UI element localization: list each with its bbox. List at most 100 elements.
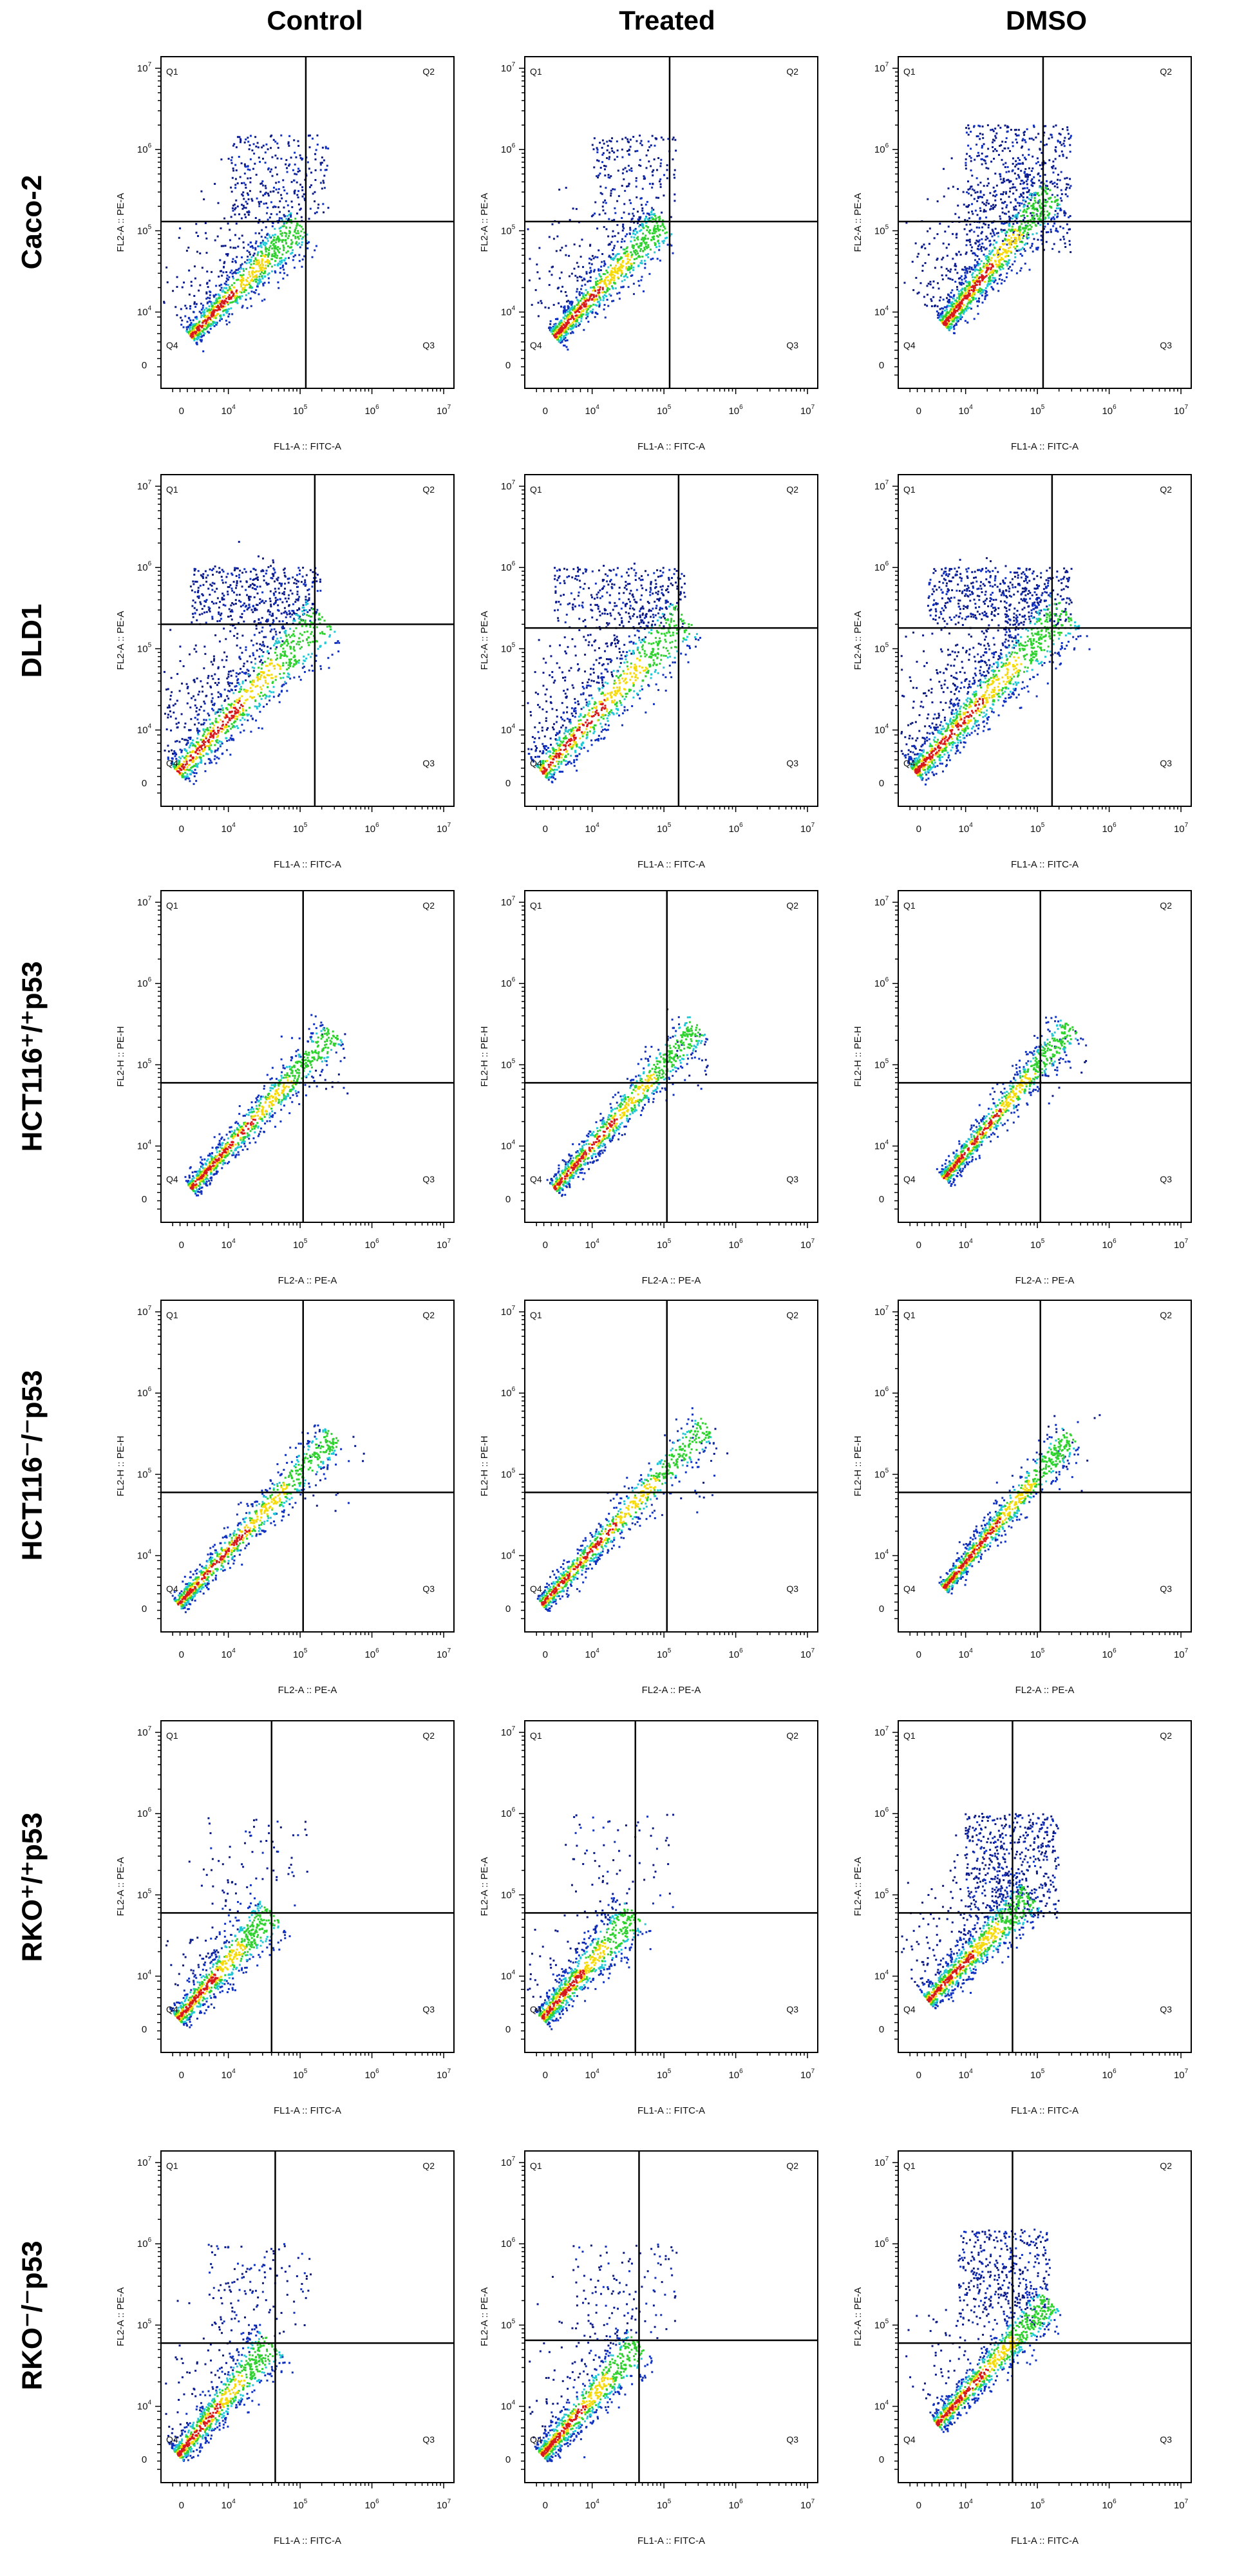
event-point — [570, 312, 572, 314]
event-point — [529, 258, 531, 260]
event-point — [297, 236, 299, 238]
event-point — [630, 274, 632, 277]
event-point — [588, 298, 590, 301]
event-point — [291, 241, 294, 243]
event-point — [217, 710, 220, 713]
quadrant-label-q1: Q1 — [903, 66, 916, 77]
event-point — [656, 226, 659, 229]
event-point — [989, 272, 992, 274]
event-point — [292, 169, 294, 171]
event-point — [633, 222, 636, 224]
event-point — [254, 242, 257, 245]
event-point — [657, 228, 659, 231]
event-point — [585, 294, 587, 297]
event-point — [263, 267, 266, 270]
event-point — [976, 200, 979, 202]
event-point — [1032, 138, 1035, 141]
event-point — [273, 205, 276, 208]
event-point — [596, 280, 599, 283]
event-point — [985, 247, 988, 250]
event-point — [1001, 140, 1004, 143]
event-point — [306, 247, 309, 250]
event-point — [191, 331, 194, 334]
event-point — [611, 300, 614, 303]
event-point — [265, 226, 267, 229]
event-point — [979, 218, 981, 220]
event-point — [196, 329, 199, 332]
event-point — [603, 226, 605, 229]
event-point — [628, 232, 631, 235]
event-point — [270, 255, 273, 258]
event-point — [220, 305, 222, 307]
event-point — [590, 294, 592, 297]
event-point — [240, 291, 243, 294]
event-point — [651, 207, 654, 209]
event-point — [560, 271, 563, 274]
event-point — [301, 228, 304, 231]
event-point — [184, 305, 187, 307]
event-point — [251, 149, 254, 152]
event-point — [945, 274, 948, 277]
event-point — [234, 260, 237, 262]
event-point — [612, 230, 614, 232]
event-point — [599, 142, 601, 144]
event-point — [974, 264, 976, 267]
event-point — [1056, 204, 1059, 206]
event-point — [605, 295, 608, 298]
event-point — [640, 140, 643, 142]
event-point — [257, 251, 259, 254]
event-point — [1050, 196, 1052, 199]
event-point — [1013, 172, 1016, 175]
event-point — [1024, 221, 1026, 223]
event-point — [981, 226, 984, 229]
event-point — [579, 308, 581, 310]
event-point — [179, 227, 182, 230]
event-point — [558, 340, 560, 343]
event-point — [252, 254, 255, 257]
event-point — [971, 210, 974, 213]
event-point — [1001, 149, 1004, 152]
event-point — [980, 247, 983, 250]
event-point — [205, 316, 207, 318]
event-point — [1011, 186, 1013, 189]
event-point — [1044, 201, 1046, 204]
event-point — [1000, 229, 1003, 231]
event-point — [170, 677, 173, 679]
event-point — [282, 244, 285, 247]
event-point — [1015, 164, 1018, 166]
event-point — [283, 269, 285, 271]
event-point — [253, 621, 256, 623]
event-point — [974, 298, 977, 300]
event-point — [299, 234, 302, 237]
event-point — [211, 301, 213, 304]
event-point — [273, 247, 276, 250]
event-point — [1017, 226, 1020, 229]
event-point — [248, 210, 250, 213]
event-point — [578, 304, 580, 307]
event-point — [220, 306, 223, 308]
event-point — [978, 272, 981, 274]
event-point — [288, 219, 290, 222]
event-point — [243, 182, 245, 184]
event-point — [301, 189, 304, 191]
event-point — [618, 266, 621, 269]
event-point — [1026, 222, 1029, 224]
event-point — [573, 309, 576, 312]
event-point — [659, 165, 662, 167]
event-point — [979, 263, 981, 265]
event-point — [255, 573, 258, 576]
event-point — [965, 205, 968, 208]
event-point — [323, 182, 325, 184]
event-point — [236, 256, 238, 258]
event-point — [950, 319, 952, 321]
event-point — [283, 260, 286, 262]
event-point — [977, 291, 979, 294]
tick-exponent: 4 — [232, 404, 236, 411]
event-point — [220, 270, 223, 272]
event-point — [965, 239, 968, 242]
event-point — [290, 181, 293, 184]
event-point — [238, 213, 241, 216]
event-point — [997, 290, 1000, 292]
event-point — [196, 343, 198, 346]
event-point — [294, 601, 297, 603]
